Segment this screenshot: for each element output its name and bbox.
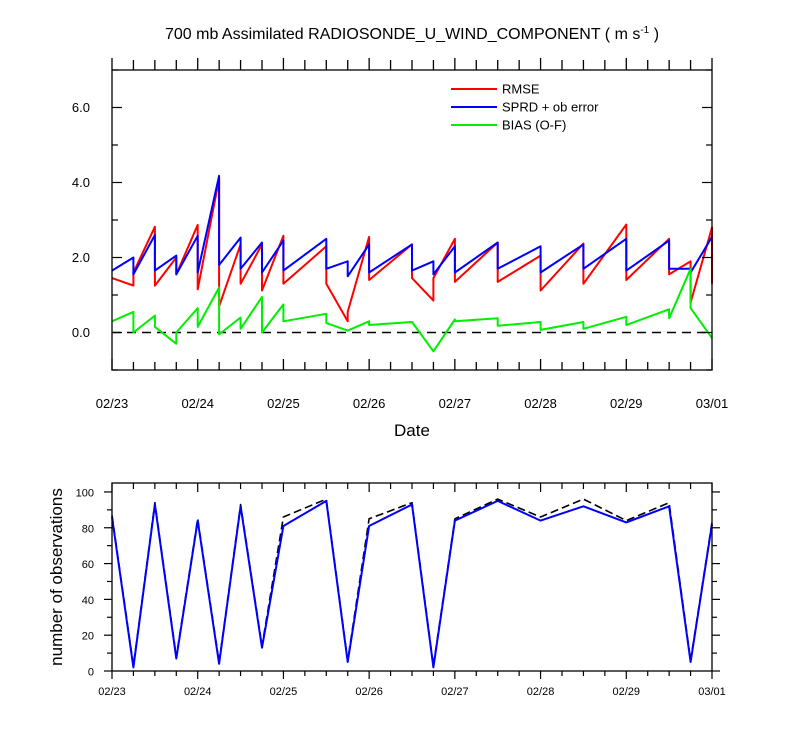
bottom-series-layer [111, 498, 713, 669]
top-x-tick-label: 02/29 [610, 396, 643, 411]
top-x-tick-label: 02/28 [524, 396, 557, 411]
y-axis-title-observations: number of observations [47, 488, 66, 666]
top-x-tick-labels: 02/23 02/24 02/25 02/26 02/27 02/28 02/29 03/01 [96, 396, 729, 411]
legend: RMSE SPRD + ob error BIAS (O-F) [451, 82, 599, 133]
top-series-line-rmse [111, 177, 713, 323]
top-x-tick-label: 03/01 [696, 396, 729, 411]
chart-units-close: ) [649, 26, 659, 43]
legend-label: SPRD + ob error [502, 100, 599, 115]
bottom-ticks-layer [104, 483, 720, 679]
legend-label: RMSE [502, 82, 540, 97]
x-axis-title: Date [394, 421, 430, 440]
main-chart-panel: 700 mb Assimilated RADIOSONDE_U_WIND_COM… [72, 25, 728, 440]
top-y-tick-label: 2.0 [72, 250, 90, 265]
bottom-y-tick-labels: 0 20 40 60 80 100 [76, 487, 94, 678]
top-series-line-bias-o-f [111, 267, 713, 353]
legend-label: BIAS (O-F) [502, 118, 566, 133]
top-y-tick-label: 6.0 [72, 100, 90, 115]
bottom-x-tick-labels: 02/23 02/24 02/25 02/26 02/27 02/28 02/29 03/01 [98, 686, 726, 698]
bottom-x-tick-label: 02/28 [527, 686, 555, 698]
top-y-tick-label: 4.0 [72, 175, 90, 190]
bottom-series-line-observations-possible [111, 498, 713, 667]
bottom-x-tick-label: 02/29 [613, 686, 641, 698]
bottom-y-tick-label: 0 [88, 667, 94, 679]
bottom-x-tick-label: 02/24 [184, 686, 212, 698]
bottom-x-tick-label: 02/25 [270, 686, 298, 698]
bottom-x-tick-label: 02/26 [355, 686, 383, 698]
bottom-y-tick-label: 40 [82, 595, 94, 607]
chart-units-text: ( m s [605, 26, 641, 43]
top-x-tick-label: 02/23 [96, 396, 129, 411]
chart-units-superscript: -1 [640, 25, 649, 36]
bottom-x-tick-label: 03/01 [698, 686, 726, 698]
chart-title: 700 mb Assimilated RADIOSONDE_U_WIND_COM… [165, 25, 659, 43]
top-x-tick-label: 02/24 [181, 396, 214, 411]
bottom-plot-frame [111, 482, 713, 672]
top-series-line-sprd-ob-error [111, 174, 713, 278]
top-x-tick-label: 02/26 [353, 396, 386, 411]
bottom-x-tick-label: 02/23 [98, 686, 126, 698]
bottom-y-tick-label: 100 [76, 487, 94, 499]
bottom-x-tick-label: 02/27 [441, 686, 469, 698]
chart-title-text: 700 mb Assimilated RADIOSONDE_U_WIND_COM… [165, 26, 601, 43]
top-x-tick-label: 02/25 [267, 396, 300, 411]
bottom-series-line-observations-used [111, 499, 713, 669]
bottom-y-tick-label: 60 [82, 559, 94, 571]
bottom-y-tick-label: 20 [82, 631, 94, 643]
observations-chart-panel: 02/23 02/24 02/25 02/26 02/27 02/28 02/29 03/01… [47, 482, 726, 698]
top-y-tick-label: 0.0 [72, 325, 90, 340]
top-plot-frame [111, 69, 713, 371]
top-x-tick-label: 02/27 [439, 396, 472, 411]
top-series-layer [111, 174, 713, 353]
bottom-y-tick-label: 80 [82, 523, 94, 535]
top-y-tick-labels: 0.0 2.0 4.0 6.0 [72, 100, 90, 340]
